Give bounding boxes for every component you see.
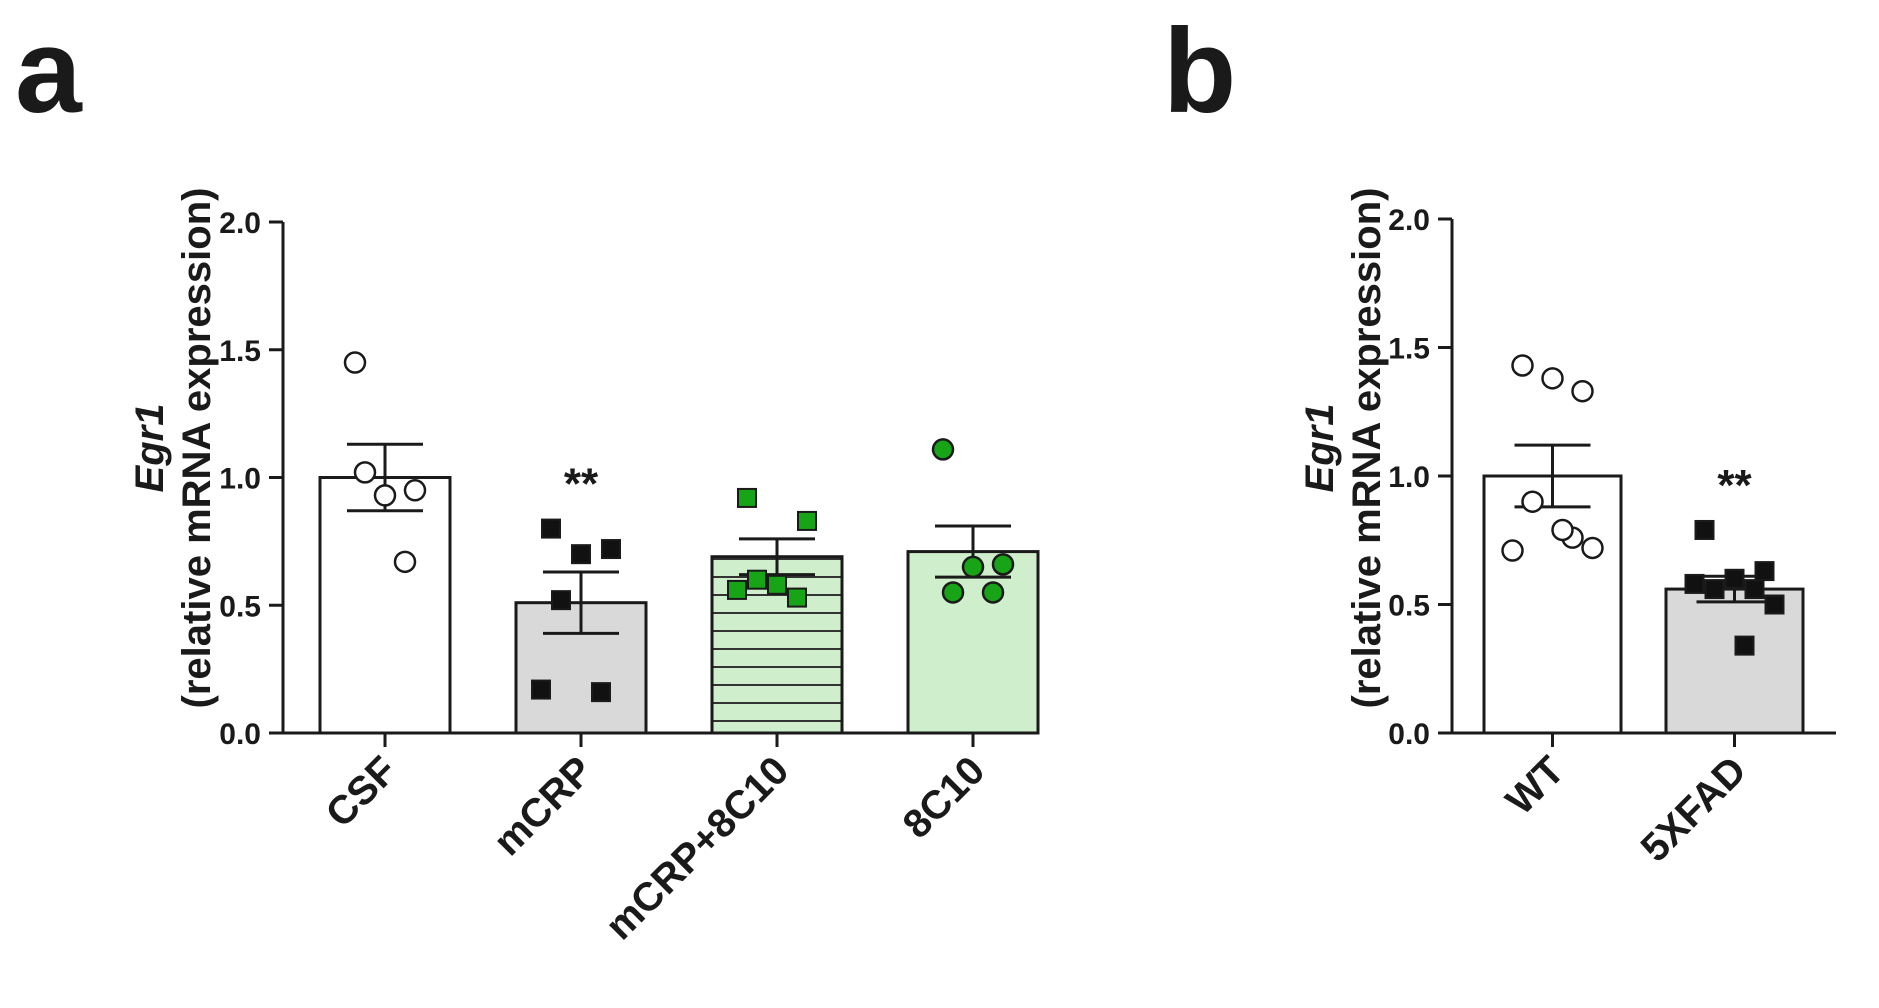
panel-a-data-point xyxy=(941,581,965,604)
panel-a-data-point xyxy=(591,682,611,703)
panel-b-category-label: WT xyxy=(1498,748,1573,823)
panel-b-data-point xyxy=(1744,579,1765,600)
panel-a-ylabel-sub: (relative mRNA expression) xyxy=(175,188,219,709)
panel-a-data-point xyxy=(737,487,757,508)
panel-b: b Egr1 (relative mRNA expression) 0.0 0.5… xyxy=(1163,4,1836,871)
panel-a-data-point xyxy=(931,438,955,461)
panel-b-y-tick-label: 1.0 xyxy=(1388,461,1430,494)
panel-b-data-point xyxy=(1754,561,1775,582)
panel-a-data-point xyxy=(747,569,767,590)
panel-b-data-point xyxy=(1541,367,1564,390)
panel-a-data-point xyxy=(531,679,551,700)
panel-b-data-point xyxy=(1684,573,1705,594)
panel-a-y-tick-label: 1.5 xyxy=(219,335,261,368)
panel-a-category-label: mCRP+8C10 xyxy=(597,748,797,948)
panel-a: a Egr1 (relative mRNA expression) 0.0 0.5… xyxy=(15,4,1040,948)
panel-b-ylabel: Egr1 (relative mRNA expression) xyxy=(1298,188,1389,709)
panel-b-data-point xyxy=(1571,379,1594,403)
panel-b-ylabel-sub: (relative mRNA expression) xyxy=(1345,188,1389,709)
panel-a-y-tick-label: 2.0 xyxy=(219,207,261,240)
panel-a-data-point xyxy=(541,518,561,539)
panel-b-significance-marker: ** xyxy=(1717,461,1752,510)
panel-a-data-point xyxy=(393,550,417,574)
panel-a-category-label: CSF xyxy=(318,748,406,836)
panel-b-ylabel-gene: Egr1 xyxy=(1298,404,1342,493)
panel-b-data-point xyxy=(1694,519,1715,540)
panel-b-y-tick-label: 0.5 xyxy=(1388,590,1430,623)
panel-b-letter: b xyxy=(1163,4,1236,138)
panel-a-letter: a xyxy=(15,4,83,138)
panel-a-data-point xyxy=(343,351,367,374)
panel-a-data-point xyxy=(403,479,427,502)
panel-b-data-point xyxy=(1764,594,1785,615)
panel-a-data-point xyxy=(727,579,747,600)
panel-b-bars: WT 5XFAD ** xyxy=(1482,354,1805,871)
panel-a-data-point xyxy=(981,581,1005,604)
panel-b-data-point xyxy=(1521,490,1544,513)
panel-b-category-label: 5XFAD xyxy=(1633,748,1755,870)
panel-a-y-tick-label: 0.0 xyxy=(219,718,261,751)
panel-a-ylabel: Egr1 (relative mRNA expression) xyxy=(128,188,219,709)
panel-a-bars: CSF mCRP ** mCRP+8C10 8C10 xyxy=(318,351,1040,948)
panel-b-data-point xyxy=(1551,518,1574,542)
panel-a-category-label: mCRP xyxy=(485,748,601,864)
panel-b-data-point xyxy=(1724,568,1745,589)
panel-a-ylabel-gene: Egr1 xyxy=(128,404,172,493)
panel-a-bar-4 xyxy=(906,550,1040,735)
panel-a-data-point xyxy=(991,553,1015,576)
panel-a-data-point xyxy=(787,587,807,608)
panel-a-data-point xyxy=(961,555,985,579)
panel-a-data-point xyxy=(797,510,817,531)
panel-a-data-point xyxy=(551,590,571,611)
panel-a-bar-1 xyxy=(318,476,452,735)
panel-a-data-point xyxy=(353,461,377,484)
panel-b-data-point xyxy=(1511,354,1534,377)
panel-b-y-tick-label: 2.0 xyxy=(1388,204,1430,237)
panel-a-y-tick-label: 0.5 xyxy=(219,590,261,623)
panel-b-data-point xyxy=(1734,635,1755,656)
panel-a-data-point xyxy=(601,539,621,560)
panel-a-data-point xyxy=(373,484,397,507)
panel-b-y-tick-label: 0.0 xyxy=(1388,718,1430,751)
panel-b-data-point xyxy=(1501,539,1524,562)
panel-b-data-point xyxy=(1704,579,1725,600)
panel-a-data-point xyxy=(571,544,591,565)
panel-b-y-tick-label: 1.5 xyxy=(1388,333,1430,366)
panel-b-bar-1 xyxy=(1482,474,1623,735)
panel-a-y-tick-label: 1.0 xyxy=(219,463,261,496)
panel-a-significance-marker: ** xyxy=(564,460,599,509)
panel-b-data-point xyxy=(1581,536,1604,560)
panel-a-data-point xyxy=(767,574,787,595)
panel-a-category-label: 8C10 xyxy=(895,748,994,847)
